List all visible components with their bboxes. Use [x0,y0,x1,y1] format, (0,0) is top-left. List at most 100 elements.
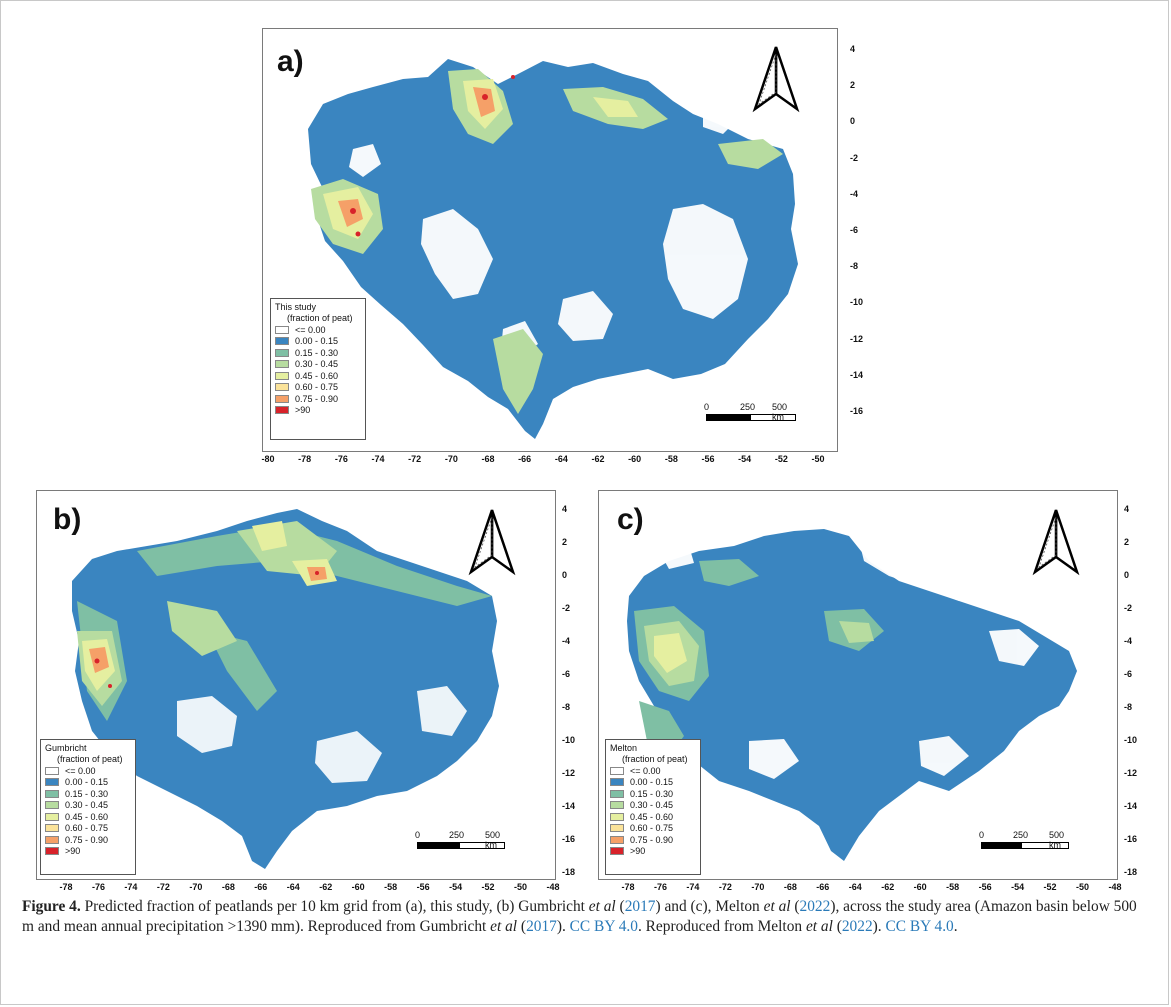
legend-label: >90 [65,846,81,857]
panel-label-a: a) [277,45,304,78]
legend-item: 0.60 - 0.75 [275,382,361,394]
y-tick-label: -6 [850,225,859,235]
legend-item: 0.30 - 0.45 [45,800,131,812]
legend-swatch [610,789,624,798]
legend-subtitle: (fraction of peat) [287,313,353,323]
y-tick-label: -18 [1124,867,1138,877]
y-tick-label: -16 [562,834,576,844]
y-tick-label: -16 [850,406,864,416]
y-tick-label: 4 [1124,504,1130,514]
legend-item: 0.00 - 0.15 [610,777,696,789]
legend-item: 0.00 - 0.15 [275,336,361,348]
y-tick-label: -2 [1124,603,1133,613]
x-tick-label: -62 [591,454,605,464]
legend-item: 0.60 - 0.75 [610,823,696,835]
x-tick-label: -66 [254,882,268,892]
license-link[interactable]: CC BY 4.0 [569,918,638,935]
legend-item: >90 [45,846,131,858]
y-tick-label: 2 [850,80,856,91]
x-tick-label: -60 [913,882,927,892]
caption-text: Predicted fraction of peatlands per 10 k… [80,898,589,915]
legend-label: 0.60 - 0.75 [630,823,674,834]
peat-map-b [72,509,499,869]
legend-items: <= 0.00 0.00 - 0.15 0.15 - 0.30 0.30 - 0.45… [45,765,131,857]
y-tick-label: 4 [850,44,856,54]
legend-title: Gumbricht [45,743,87,753]
y-tick-label: -16 [1124,834,1138,844]
caption-text: . Reproduced from Melton [637,918,806,935]
legend-label: 0.60 - 0.75 [295,382,339,393]
scale-bar-c: 0 250 500 km [979,830,1069,850]
x-tick-label: -74 [371,454,385,464]
legend-label: 0.75 - 0.90 [630,834,674,845]
legend-swatch [45,778,59,787]
scale-label-500: 500 km [772,402,788,422]
x-tick-label: -54 [449,882,463,892]
legend-item: 0.45 - 0.60 [610,811,696,823]
x-tick-label: -70 [189,882,203,892]
x-tick-label: -72 [718,882,732,892]
legend-label: 0.75 - 0.90 [295,393,339,404]
y-tick-label: -12 [562,768,576,778]
legend-item: 0.45 - 0.60 [275,370,361,382]
x-tick-label: -72 [408,454,422,464]
legend-swatch [45,766,59,775]
legend-item: <= 0.00 [45,765,131,777]
y-tick-label: -4 [562,636,571,646]
legend-a: This study (fraction of peat) <= 0.00 0.0… [270,298,366,440]
legend-swatch [275,325,289,334]
legend-swatch [610,778,624,787]
x-tick-label: -52 [1043,882,1057,892]
caption-etal: et al [805,918,833,935]
legend-item: >90 [275,405,361,417]
x-tick-label: -58 [384,882,398,892]
map-panel-c: c) Melton (fraction of peat) <= 0.00 0.00… [598,490,1118,880]
scale-label-0: 0 [704,402,710,412]
scale-label-250: 250 [1013,830,1029,840]
map-panel-a: a) This study (fraction of peat) <= 0.00… [262,28,838,452]
scale-label-250: 250 [449,830,465,840]
legend-label: 0.45 - 0.60 [630,811,674,822]
y-tick-label: -8 [562,702,571,712]
x-tick-label: -78 [59,882,73,892]
legend-label: >90 [295,405,311,416]
legend-item: 0.30 - 0.45 [610,800,696,812]
legend-label: 0.60 - 0.75 [65,823,109,834]
citation-link[interactable]: 2022 [799,898,831,915]
x-tick-label: -52 [481,882,495,892]
x-tick-label: -78 [298,454,312,464]
panel-label-c: c) [617,503,644,536]
legend-subtitle: (fraction of peat) [57,754,123,764]
legend-swatch [610,812,624,821]
scale-bar-labels: 0 250 500 km [979,830,1069,850]
peat-map-c [627,529,1077,861]
legend-swatch [275,383,289,392]
x-tick-label: -64 [848,882,862,892]
scale-bar-graphic [981,842,1069,849]
scale-bar-graphic [706,414,796,421]
license-link[interactable]: CC BY 4.0 [885,918,954,935]
legend-items: <= 0.00 0.00 - 0.15 0.15 - 0.30 0.30 - 0.45… [275,324,361,416]
legend-item: 0.15 - 0.30 [610,788,696,800]
legend-item: >90 [610,846,696,858]
legend-title: Melton [610,743,638,753]
caption-text: ( [832,918,842,935]
citation-link[interactable]: 2022 [841,918,873,935]
citation-link[interactable]: 2017 [624,898,656,915]
legend-label: 0.00 - 0.15 [65,777,109,788]
y-tick-label: -14 [562,801,576,811]
scale-label-250: 250 [740,402,756,412]
legend-swatch [275,371,289,380]
citation-link[interactable]: 2017 [526,918,557,935]
x-tick-label: -54 [1011,882,1025,892]
y-tick-label: -10 [850,297,864,308]
legend-swatch [275,406,289,415]
scale-label-0: 0 [415,830,421,840]
legend-item: 0.15 - 0.30 [275,347,361,359]
x-tick-label: -56 [416,882,430,892]
legend-item: 0.75 - 0.90 [610,834,696,846]
y-tick-label: -8 [1124,702,1133,712]
x-tick-label: -48 [1108,882,1122,892]
y-tick-label: -4 [1124,636,1133,646]
legend-item: 0.60 - 0.75 [45,823,131,835]
